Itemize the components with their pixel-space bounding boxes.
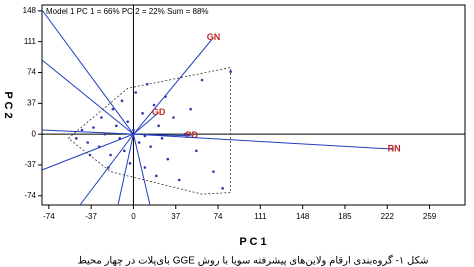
genotype-point	[132, 128, 135, 132]
x-tick-label: 0	[131, 212, 136, 221]
genotype-point	[166, 157, 170, 161]
genotype-point	[86, 141, 90, 144]
y-tick-label: -37	[24, 160, 36, 169]
x-tick-label: -74	[43, 212, 55, 221]
genotype-point	[126, 120, 130, 123]
sector-ray	[41, 129, 134, 135]
genotype-point	[155, 174, 158, 178]
sector-ray	[132, 134, 151, 206]
genotype-point	[118, 137, 122, 140]
genotype-point	[195, 149, 198, 153]
genotype-point	[143, 134, 147, 138]
hull-polygon	[67, 67, 232, 195]
environment-vector	[133, 112, 159, 135]
genotype-point	[212, 170, 215, 173]
x-tick-label: 74	[214, 212, 223, 221]
genotype-point	[189, 107, 192, 111]
genotype-point	[152, 103, 156, 107]
environment-label: GN	[207, 32, 221, 42]
sector-ray	[79, 133, 134, 206]
sector-ray	[41, 133, 134, 171]
genotype-point	[183, 132, 187, 136]
x-tick-label: 222	[381, 212, 395, 221]
genotype-point	[160, 137, 164, 140]
genotype-point	[100, 116, 103, 119]
genotype-point	[157, 124, 160, 128]
genotype-point	[97, 145, 101, 148]
genotype-point	[177, 178, 181, 182]
genotype-point	[143, 166, 147, 169]
y-tick-label: 111	[24, 37, 37, 46]
genotype-point	[141, 112, 144, 115]
x-tick-label: 111	[254, 212, 267, 221]
sector-ray	[41, 59, 134, 135]
y-axis-label: P C 2	[2, 91, 14, 118]
y-tick-label: 148	[23, 6, 37, 15]
environment-vector	[133, 37, 214, 135]
genotype-point	[115, 124, 118, 128]
genotype-point	[92, 126, 95, 129]
x-tick-label: 259	[423, 212, 437, 221]
genotype-point	[80, 128, 84, 132]
genotype-point	[128, 162, 132, 165]
x-axis-label: P C 1	[239, 236, 266, 248]
x-tick-label: 185	[338, 212, 352, 221]
environment-vector	[133, 133, 395, 150]
genotype-point	[229, 70, 232, 73]
sector-ray	[117, 134, 134, 206]
x-tick-label: 148	[296, 212, 310, 221]
x-tick-label: 37	[171, 212, 180, 221]
genotype-point	[88, 153, 92, 157]
chart-title: Model 1 PC 1 = 66% PC 2 = 22% Sum = 88%	[46, 7, 209, 16]
genotype-point	[164, 95, 167, 98]
genotype-point	[172, 116, 175, 119]
environment-label: RN	[388, 144, 401, 154]
genotype-point	[123, 149, 126, 153]
genotype-point	[137, 141, 141, 144]
genotype-point	[103, 132, 107, 136]
caption: شکل ۱- گروه‌بندی ارقام ولاین‌های پیشرفته…	[77, 255, 428, 267]
genotype-point	[120, 99, 124, 103]
genotype-point	[134, 91, 138, 94]
y-tick-label: 74	[27, 68, 36, 77]
genotype-point	[109, 153, 112, 157]
y-tick-label: 0	[32, 129, 37, 138]
genotype-point	[145, 82, 149, 86]
x-tick-label: -37	[85, 212, 97, 221]
y-tick-label: 37	[27, 98, 36, 107]
genotype-point	[107, 166, 110, 169]
sector-ray	[41, 9, 134, 135]
environment-label: PD	[186, 130, 199, 140]
genotype-point	[149, 145, 152, 148]
genotype-point	[74, 137, 78, 140]
plot-frame	[41, 4, 466, 206]
genotype-point	[221, 187, 224, 190]
y-tick-label: -74	[24, 191, 36, 200]
environment-label: GD	[152, 107, 166, 117]
genotype-point	[200, 78, 204, 82]
genotype-point	[111, 107, 115, 111]
